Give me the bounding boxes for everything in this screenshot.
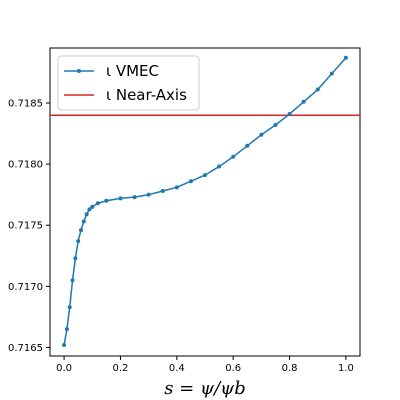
x-tick-label: 0.4	[169, 363, 185, 374]
vmec-point	[132, 195, 137, 200]
legend-near-axis-label: ι Near-Axis	[106, 86, 187, 104]
x-tick-label: 0.0	[56, 363, 72, 374]
vmec-point	[90, 204, 95, 209]
vmec-point	[70, 278, 75, 283]
vmec-point	[79, 228, 83, 233]
vmec-point	[174, 185, 179, 190]
vmec-point	[84, 212, 89, 217]
vmec-point	[64, 327, 69, 332]
vmec-point	[188, 179, 193, 184]
vmec-point	[315, 87, 320, 92]
vmec-point	[203, 173, 207, 178]
vmec-point	[287, 112, 292, 116]
legend: ι VMEC ι Near-Axis	[57, 55, 200, 111]
x-axis-label: s = ψ/ψb	[164, 378, 246, 399]
y-tick-label: 0.7175	[8, 221, 43, 232]
legend-box	[57, 55, 200, 111]
x-tick-label: 0.6	[225, 363, 241, 374]
legend-vmec-marker	[77, 69, 81, 73]
vmec-point	[245, 143, 250, 148]
x-tick-label: 0.2	[113, 363, 129, 374]
vmec-point	[301, 99, 306, 104]
y-tick-label: 0.7170	[8, 282, 43, 293]
vmec-point	[81, 219, 86, 224]
vmec-point	[73, 256, 78, 261]
series-layer	[50, 55, 360, 347]
vmec-point	[231, 154, 236, 159]
vmec-point	[343, 55, 348, 60]
vmec-point	[62, 343, 67, 347]
y-tick-label: 0.7180	[8, 160, 43, 171]
x-tick-label: 1.0	[338, 363, 354, 374]
legend-vmec-label: ι VMEC	[106, 62, 159, 80]
vmec-point	[146, 192, 151, 197]
y-tick-label: 0.7185	[8, 99, 43, 110]
y-tick-label: 0.7165	[8, 343, 43, 354]
vmec-point	[95, 201, 100, 206]
vmec-point	[259, 132, 264, 137]
x-tick-label: 0.8	[282, 363, 298, 374]
vmec-point	[67, 305, 72, 310]
x-axis-ticks: 0.0 0.2 0.4 0.6 0.8 1.0	[56, 356, 354, 374]
vmec-point	[104, 198, 109, 203]
vmec-point	[329, 71, 334, 76]
vmec-point	[118, 196, 123, 201]
vmec-point	[87, 207, 92, 212]
vmec-point	[273, 123, 278, 127]
vmec-line	[63, 57, 347, 346]
y-axis-ticks: 0.7165 0.7170 0.7175 0.7180 0.7185	[8, 99, 50, 354]
vmec-point	[217, 164, 222, 169]
vmec-point	[160, 189, 165, 193]
vmec-point	[76, 239, 81, 244]
